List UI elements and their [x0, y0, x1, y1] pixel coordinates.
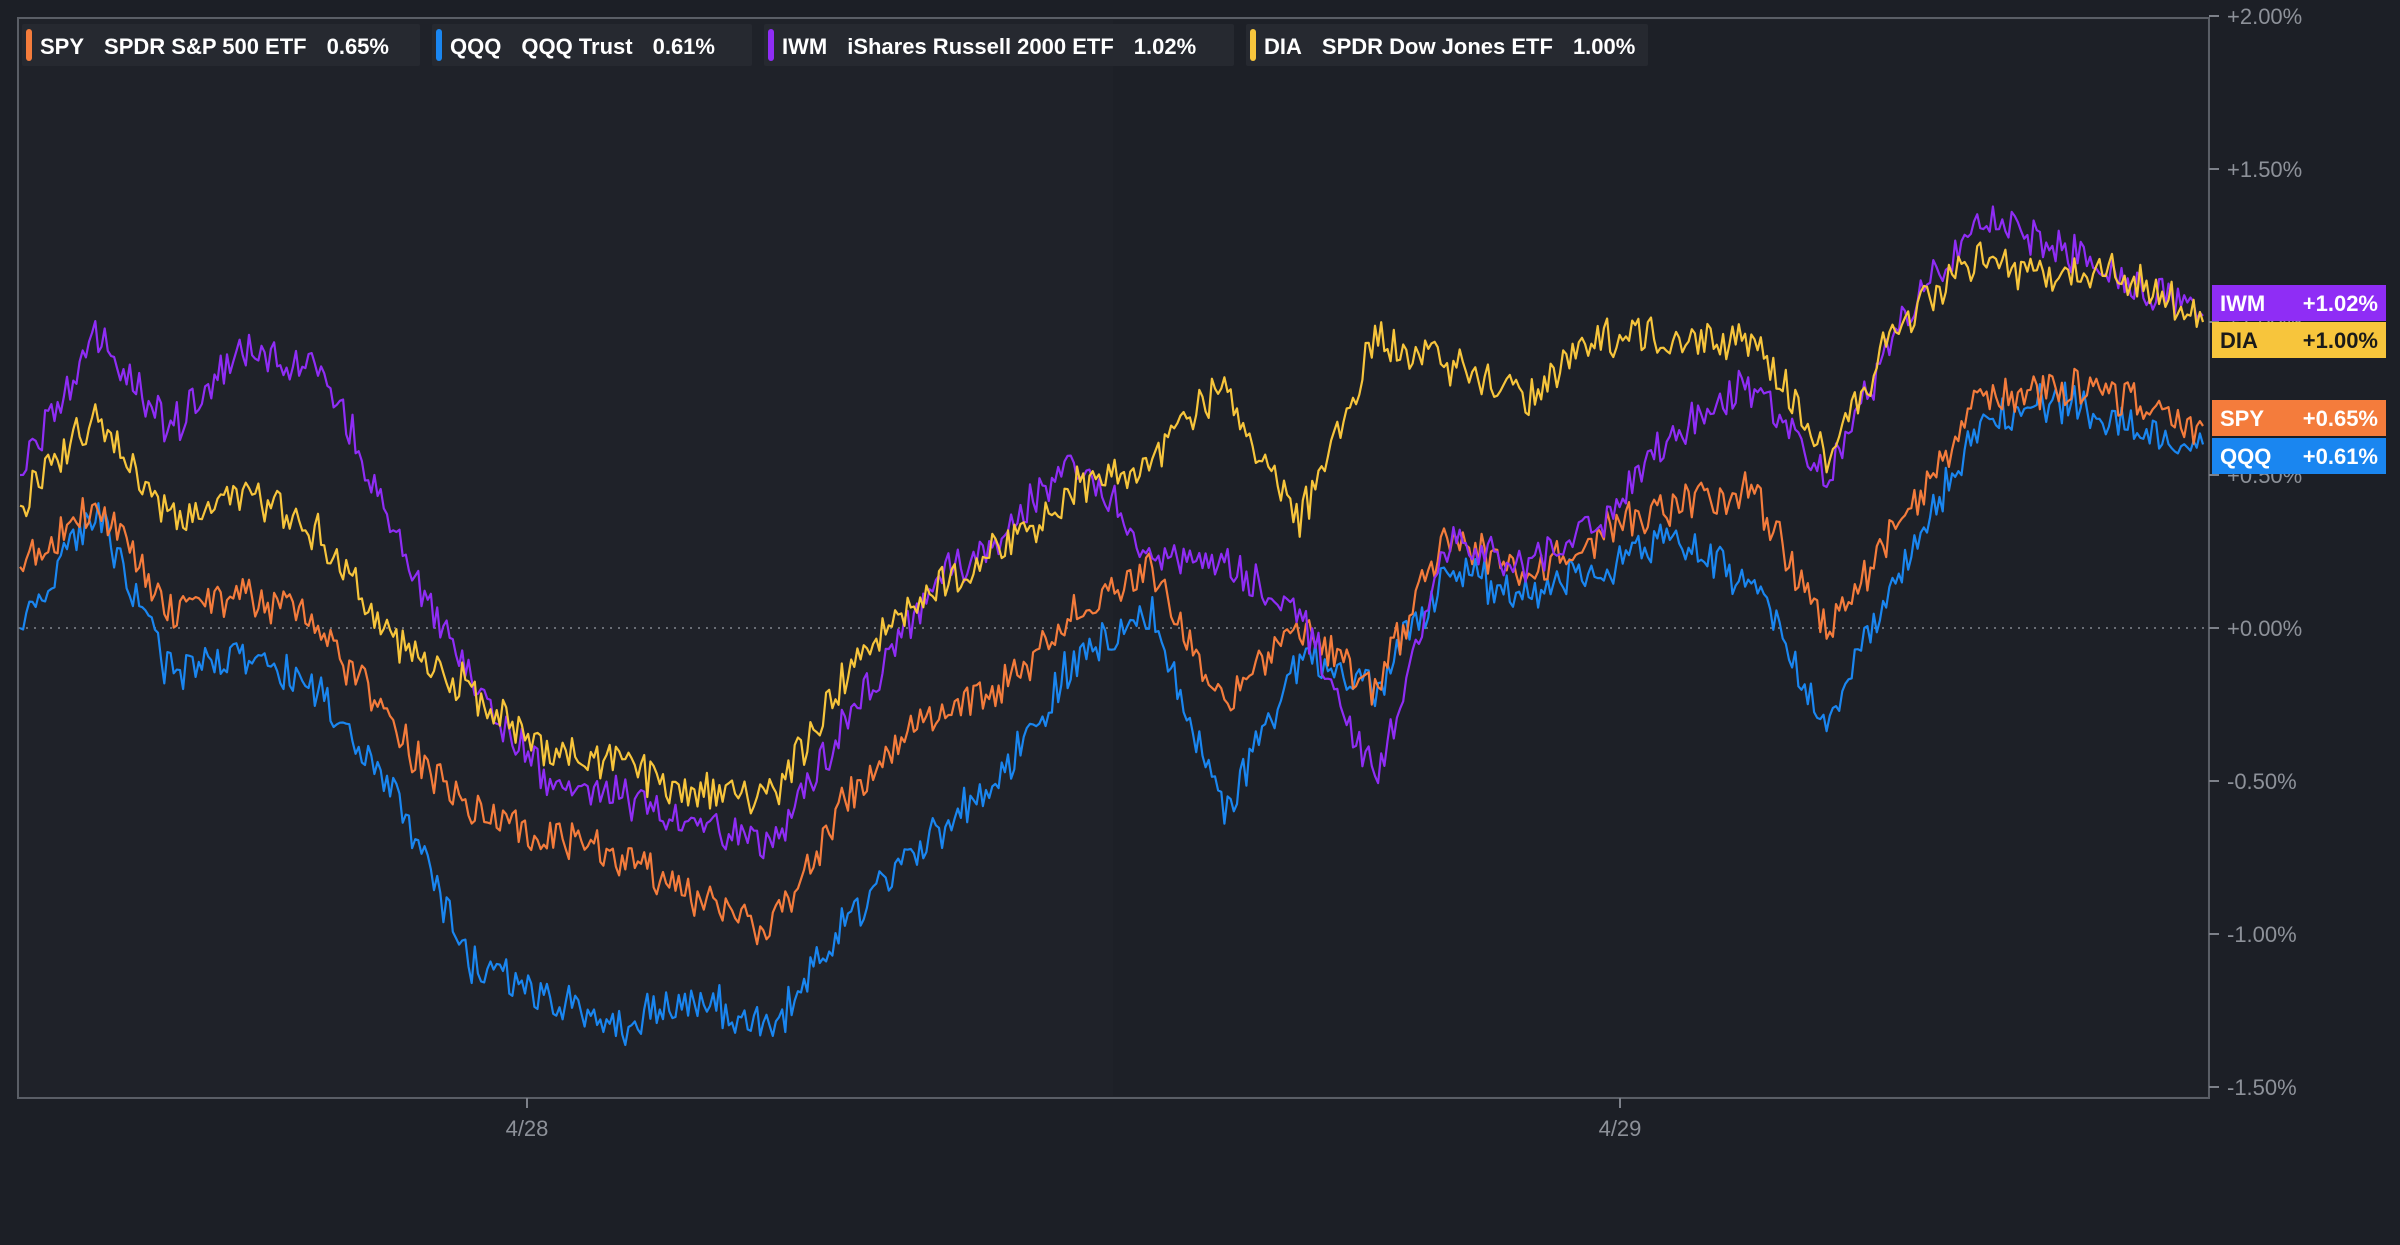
legend-chip — [1246, 24, 1648, 66]
legend-fund-name: SPDR Dow Jones ETF — [1322, 34, 1553, 59]
tag-ticker: SPY — [2220, 406, 2264, 431]
legend-color-swatch — [768, 29, 774, 61]
legend-change: 0.61% — [653, 34, 715, 59]
tag-background — [2212, 322, 2386, 358]
legend-ticker: SPY — [40, 34, 84, 59]
tag-value: +1.00% — [2303, 328, 2378, 353]
x-tick-label: 4/29 — [1599, 1116, 1642, 1141]
legend-ticker: IWM — [782, 34, 827, 59]
legend-label: SPY SPDR S&P 500 ETF 0.65% — [40, 34, 389, 59]
legend-label: QQQ QQQ Trust 0.61% — [450, 34, 715, 59]
last-value-tag-iwm: IWM +1.02% — [2212, 285, 2386, 321]
legend-label: DIA SPDR Dow Jones ETF 1.00% — [1264, 34, 1635, 59]
y-tick-label: +2.00% — [2227, 4, 2302, 29]
legend: SPY SPDR S&P 500 ETF 0.65% QQQ QQQ Trust 0.61… — [22, 24, 1648, 66]
tag-value: +0.65% — [2303, 406, 2378, 431]
series-line-dia — [19, 241, 2205, 815]
tag-value: +0.61% — [2303, 444, 2378, 469]
legend-change: 1.00% — [1573, 34, 1635, 59]
legend-chip — [22, 24, 420, 66]
tag-ticker: DIA — [2220, 328, 2258, 353]
series-line-spy — [19, 367, 2204, 946]
last-value-tag-spy: SPY +0.65% — [2212, 400, 2386, 436]
legend-chip — [764, 24, 1234, 66]
second-session-band — [1113, 20, 2207, 1096]
legend-color-swatch — [436, 29, 442, 61]
y-tick-label: -1.50% — [2227, 1075, 2297, 1100]
legend-change: 1.02% — [1134, 34, 1196, 59]
tag-background — [2212, 438, 2386, 474]
legend-chip — [432, 24, 752, 66]
legend-item-dia[interactable]: DIA SPDR Dow Jones ETF 1.00% — [1246, 24, 1648, 66]
x-axis: 4/28 4/29 — [506, 1098, 1642, 1141]
legend-fund-name: iShares Russell 2000 ETF — [847, 34, 1114, 59]
y-tick-label: +1.50% — [2227, 157, 2302, 182]
x-tick-label: 4/28 — [506, 1116, 549, 1141]
last-value-tag-dia: DIA +1.00% — [2212, 322, 2386, 358]
legend-ticker: QQQ — [450, 34, 501, 59]
tag-ticker: IWM — [2220, 291, 2265, 316]
series-lines — [19, 205, 2205, 1047]
legend-item-iwm[interactable]: IWM iShares Russell 2000 ETF 1.02% — [764, 24, 1234, 66]
tag-ticker: QQQ — [2220, 444, 2271, 469]
y-tick-label: -0.50% — [2227, 769, 2297, 794]
legend-label: IWM iShares Russell 2000 ETF 1.02% — [782, 34, 1196, 59]
y-tick-label: -1.00% — [2227, 922, 2297, 947]
series-line-iwm — [19, 205, 2204, 860]
tag-background — [2212, 285, 2386, 321]
legend-item-spy[interactable]: SPY SPDR S&P 500 ETF 0.65% — [22, 24, 420, 66]
legend-ticker: DIA — [1264, 34, 1302, 59]
last-value-tags: SPY +0.65% QQQ +0.61% IWM +1.02% DIA +1.00% — [2212, 285, 2386, 474]
legend-change: 0.65% — [327, 34, 389, 59]
legend-color-swatch — [1250, 29, 1256, 61]
tag-background — [2212, 400, 2386, 436]
last-value-tag-qqq: QQQ +0.61% — [2212, 438, 2386, 474]
y-tick-label: +0.00% — [2227, 616, 2302, 641]
legend-fund-name: SPDR S&P 500 ETF — [104, 34, 307, 59]
y-axis: +2.00%+1.50%+1.00%+0.50%+0.00%-0.50%-1.0… — [18, 4, 2302, 1100]
legend-fund-name: QQQ Trust — [521, 34, 633, 59]
tag-value: +1.02% — [2303, 291, 2378, 316]
series-line-qqq — [19, 381, 2205, 1047]
legend-item-qqq[interactable]: QQQ QQQ Trust 0.61% — [432, 24, 752, 66]
legend-color-swatch — [26, 29, 32, 61]
